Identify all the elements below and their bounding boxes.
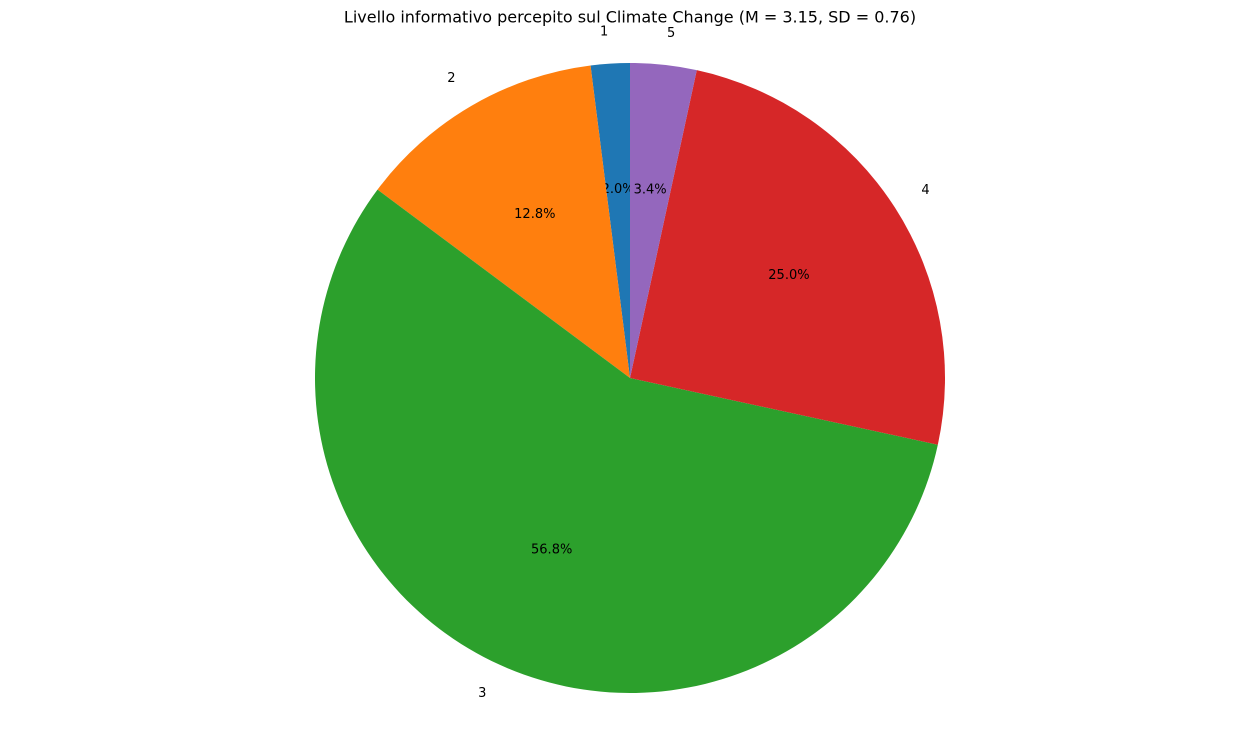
pie-slice	[630, 70, 946, 445]
value-label: 25.0%	[768, 268, 809, 283]
pie-slice	[590, 63, 630, 378]
slice-label: 3	[478, 686, 486, 701]
pie-slice	[377, 65, 630, 378]
slice-label: 5	[667, 26, 675, 41]
slice-label: 1	[600, 25, 608, 40]
chart-title: Livello informativo percepito sul Climat…	[344, 8, 916, 27]
value-label: 56.8%	[531, 543, 572, 558]
value-label: 2.0%	[602, 182, 635, 197]
pie-slice	[315, 189, 938, 693]
pie-slice	[630, 63, 697, 378]
value-label: 3.4%	[634, 183, 667, 198]
value-label: 12.8%	[514, 207, 555, 222]
slice-label: 2	[447, 71, 455, 86]
slice-label: 4	[921, 183, 929, 198]
